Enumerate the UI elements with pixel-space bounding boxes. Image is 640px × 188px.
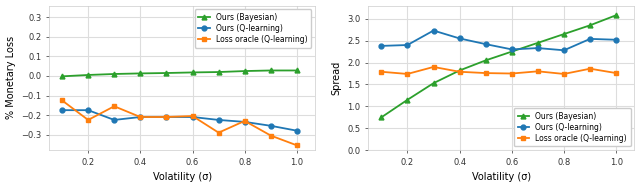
Ours (Q-learning) <box>163 116 170 118</box>
Ours (Q-learning) <box>110 119 118 121</box>
Ours (Q-learning) <box>586 38 594 40</box>
Loss oracle (Q-learning) <box>267 134 275 137</box>
Ours (Bayesian) <box>110 73 118 75</box>
Loss oracle (Q-learning) <box>293 144 301 146</box>
Ours (Q-learning) <box>560 49 568 51</box>
Ours (Bayesian) <box>293 69 301 72</box>
Line: Ours (Bayesian): Ours (Bayesian) <box>60 68 300 79</box>
Ours (Bayesian) <box>378 116 385 118</box>
Loss oracle (Q-learning) <box>560 73 568 75</box>
Line: Loss oracle (Q-learning): Loss oracle (Q-learning) <box>60 98 300 148</box>
Loss oracle (Q-learning) <box>508 72 516 75</box>
Ours (Q-learning) <box>378 45 385 47</box>
Ours (Q-learning) <box>241 121 248 123</box>
Ours (Bayesian) <box>404 99 412 101</box>
Ours (Q-learning) <box>534 47 541 49</box>
Y-axis label: % Monetary Loss: % Monetary Loss <box>6 36 15 119</box>
Loss oracle (Q-learning) <box>404 73 412 75</box>
Ours (Q-learning) <box>293 130 301 132</box>
Ours (Q-learning) <box>404 44 412 46</box>
Line: Ours (Bayesian): Ours (Bayesian) <box>379 13 619 120</box>
Loss oracle (Q-learning) <box>136 116 144 118</box>
Loss oracle (Q-learning) <box>378 71 385 73</box>
Ours (Bayesian) <box>163 72 170 74</box>
Ours (Bayesian) <box>508 50 516 53</box>
Loss oracle (Q-learning) <box>189 115 196 117</box>
Ours (Bayesian) <box>586 24 594 27</box>
Legend: Ours (Bayesian), Ours (Q-learning), Loss oracle (Q-learning): Ours (Bayesian), Ours (Q-learning), Loss… <box>195 9 311 48</box>
Loss oracle (Q-learning) <box>534 70 541 72</box>
Loss oracle (Q-learning) <box>482 72 490 74</box>
Ours (Bayesian) <box>560 33 568 35</box>
Ours (Bayesian) <box>189 71 196 74</box>
Loss oracle (Q-learning) <box>612 72 620 74</box>
Ours (Bayesian) <box>456 69 463 72</box>
Ours (Q-learning) <box>84 109 92 111</box>
Ours (Bayesian) <box>482 59 490 61</box>
Ours (Bayesian) <box>215 71 223 73</box>
Ours (Q-learning) <box>267 125 275 127</box>
Ours (Bayesian) <box>84 74 92 76</box>
Line: Loss oracle (Q-learning): Loss oracle (Q-learning) <box>379 64 619 76</box>
Ours (Q-learning) <box>136 116 144 118</box>
X-axis label: Volatility (σ): Volatility (σ) <box>152 172 212 182</box>
Ours (Q-learning) <box>482 43 490 45</box>
Loss oracle (Q-learning) <box>215 132 223 134</box>
Ours (Q-learning) <box>612 39 620 41</box>
Line: Ours (Q-learning): Ours (Q-learning) <box>60 108 300 133</box>
Loss oracle (Q-learning) <box>586 67 594 70</box>
Ours (Q-learning) <box>215 119 223 121</box>
Loss oracle (Q-learning) <box>456 71 463 73</box>
Ours (Q-learning) <box>508 48 516 51</box>
Line: Ours (Q-learning): Ours (Q-learning) <box>379 28 619 53</box>
X-axis label: Volatility (σ): Volatility (σ) <box>472 172 531 182</box>
Ours (Q-learning) <box>429 29 437 32</box>
Ours (Bayesian) <box>267 69 275 72</box>
Loss oracle (Q-learning) <box>58 99 66 102</box>
Ours (Bayesian) <box>612 14 620 16</box>
Ours (Bayesian) <box>136 72 144 74</box>
Legend: Ours (Bayesian), Ours (Q-learning), Loss oracle (Q-learning): Ours (Bayesian), Ours (Q-learning), Loss… <box>514 108 630 146</box>
Y-axis label: Spread: Spread <box>332 61 342 95</box>
Loss oracle (Q-learning) <box>84 119 92 121</box>
Loss oracle (Q-learning) <box>163 116 170 118</box>
Loss oracle (Q-learning) <box>241 120 248 122</box>
Ours (Bayesian) <box>534 42 541 44</box>
Ours (Bayesian) <box>241 70 248 72</box>
Ours (Q-learning) <box>58 109 66 111</box>
Ours (Q-learning) <box>456 37 463 39</box>
Ours (Bayesian) <box>58 75 66 77</box>
Ours (Bayesian) <box>429 82 437 84</box>
Ours (Q-learning) <box>189 116 196 118</box>
Loss oracle (Q-learning) <box>110 105 118 107</box>
Loss oracle (Q-learning) <box>429 66 437 68</box>
